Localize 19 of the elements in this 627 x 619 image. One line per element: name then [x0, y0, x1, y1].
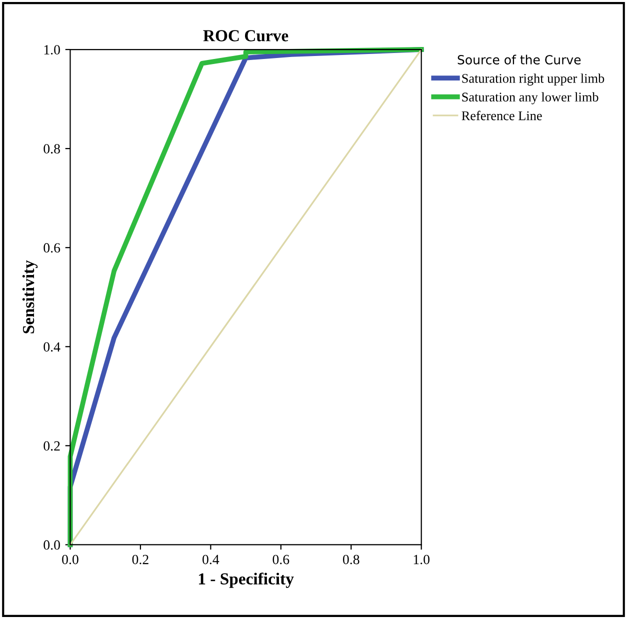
y-tick-label: 0.6 [44, 243, 60, 253]
legend-title: Source of the Curve [458, 54, 581, 64]
x-tick-label: 0.0 [62, 554, 78, 564]
chart-title: ROC Curve [203, 30, 288, 42]
y-tick-label: 1.0 [44, 45, 60, 55]
y-tick-label: 0.8 [44, 144, 60, 154]
legend-label: Reference Line [462, 110, 542, 120]
legend-label: Saturation right upper limb [462, 74, 604, 86]
y-tick-label: 0.0 [44, 540, 60, 550]
x-tick-label: 0.6 [272, 554, 290, 564]
y-tick-label: 0.2 [44, 441, 60, 451]
x-tick-label: 1.0 [414, 554, 430, 564]
x-tick-label: 0.2 [132, 554, 148, 564]
x-axis-title: 1 - Specificity [198, 572, 294, 588]
y-axis-title: Sensitivity [22, 260, 38, 334]
x-tick-label: 0.8 [342, 554, 360, 564]
x-tick-label: 0.4 [202, 554, 220, 564]
y-tick-label: 0.4 [44, 342, 60, 352]
legend-label: Saturation any lower limb [462, 92, 598, 104]
